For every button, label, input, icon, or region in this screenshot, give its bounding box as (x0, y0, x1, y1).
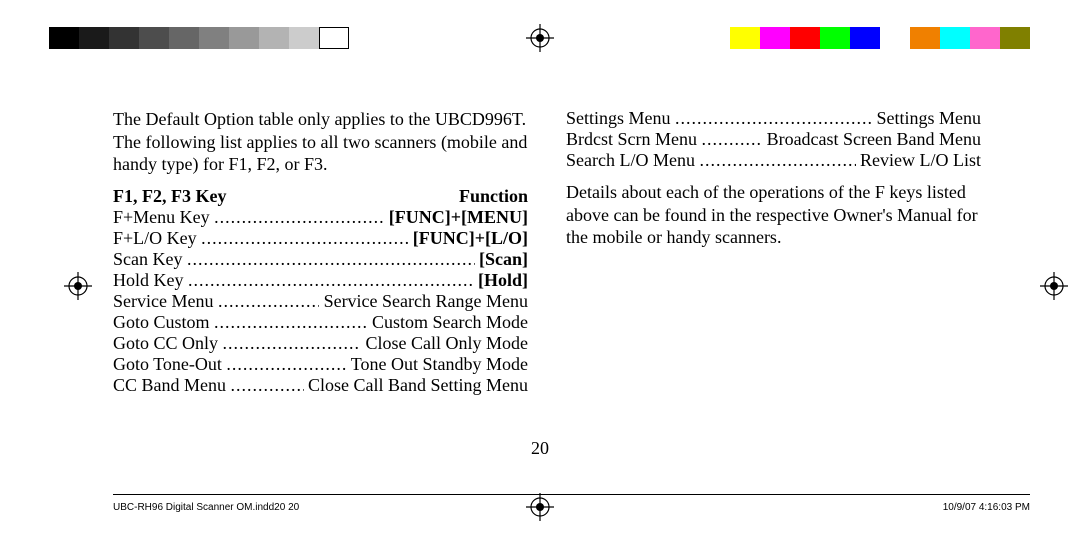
key-label: Goto Tone-Out (113, 354, 226, 375)
leader-dots (201, 228, 408, 249)
swatch (199, 27, 229, 49)
function-value: [Hold] (473, 270, 528, 291)
key-label: F+Menu Key (113, 207, 214, 228)
swatch (49, 27, 79, 49)
swatch (940, 27, 970, 49)
leader-dots (187, 249, 475, 270)
greyscale-calibration-bar (49, 27, 349, 49)
leader-dots (699, 150, 855, 171)
footer: UBC-RH96 Digital Scanner OM.indd20 20 10… (113, 502, 1030, 513)
key-label: Goto CC Only (113, 333, 223, 354)
color-calibration-bar (730, 27, 1030, 49)
heading-right: Function (459, 186, 528, 207)
leader-dots (226, 354, 346, 375)
key-label: F+L/O Key (113, 228, 201, 249)
function-value: Settings Menu (872, 108, 981, 129)
leader-dots (214, 312, 368, 333)
key-label: Hold Key (113, 270, 188, 291)
table-row: Hold Key [Hold] (113, 270, 528, 291)
key-function-list-right: Settings Menu Settings MenuBrdcst Scrn M… (566, 108, 981, 171)
key-function-list-left: F+Menu Key [FUNC]+[MENU]F+L/O Key [FUNC]… (113, 207, 528, 396)
function-value: [FUNC]+[L/O] (408, 228, 528, 249)
key-label: Service Menu (113, 291, 218, 312)
key-label: Search L/O Menu (566, 150, 699, 171)
leader-dots (231, 375, 304, 396)
table-row: F+L/O Key [FUNC]+[L/O] (113, 228, 528, 249)
table-row: Scan Key [Scan] (113, 249, 528, 270)
function-value: Broadcast Screen Band Menu (762, 129, 981, 150)
swatch (109, 27, 139, 49)
registration-mark-icon (526, 24, 554, 52)
function-value: Service Search Range Menu (319, 291, 528, 312)
swatch (820, 27, 850, 49)
table-row: F+Menu Key [FUNC]+[MENU] (113, 207, 528, 228)
swatch (1000, 27, 1030, 49)
function-value: [FUNC]+[MENU] (384, 207, 528, 228)
swatch (139, 27, 169, 49)
swatch (730, 27, 760, 49)
key-label: Goto Custom (113, 312, 214, 333)
details-paragraph: Details about each of the operations of … (566, 181, 981, 249)
right-column: Settings Menu Settings MenuBrdcst Scrn M… (566, 108, 981, 396)
leader-dots (218, 291, 319, 312)
leader-dots (223, 333, 361, 354)
table-row: Goto CC Only Close Call Only Mode (113, 333, 528, 354)
leader-dots (188, 270, 473, 291)
function-value: Tone Out Standby Mode (346, 354, 528, 375)
swatch (880, 27, 910, 49)
table-row: Brdcst Scrn Menu Broadcast Screen Band M… (566, 129, 981, 150)
table-row: CC Band Menu Close Call Band Setting Men… (113, 375, 528, 396)
footer-divider (113, 494, 1030, 495)
swatch (319, 27, 349, 49)
function-value: [Scan] (475, 249, 529, 270)
leader-dots (701, 129, 762, 150)
function-value: Close Call Only Mode (361, 333, 528, 354)
swatch (760, 27, 790, 49)
leader-dots (675, 108, 872, 129)
table-row: Goto Tone-Out Tone Out Standby Mode (113, 354, 528, 375)
left-column: The Default Option table only applies to… (113, 108, 528, 396)
swatch (850, 27, 880, 49)
swatch (910, 27, 940, 49)
function-value: Close Call Band Setting Menu (304, 375, 529, 396)
heading-left: F1, F2, F3 Key (113, 186, 226, 207)
swatch (970, 27, 1000, 49)
key-label: Brdcst Scrn Menu (566, 129, 701, 150)
table-row: Goto Custom Custom Search Mode (113, 312, 528, 333)
registration-mark-icon (1040, 272, 1068, 300)
table-heading: F1, F2, F3 Key Function (113, 186, 528, 207)
footer-timestamp: 10/9/07 4:16:03 PM (943, 502, 1030, 513)
swatch (169, 27, 199, 49)
page-root: The Default Option table only applies to… (0, 0, 1080, 537)
table-row: Settings Menu Settings Menu (566, 108, 981, 129)
swatch (289, 27, 319, 49)
key-label: Settings Menu (566, 108, 675, 129)
swatch (790, 27, 820, 49)
swatch (229, 27, 259, 49)
function-value: Review L/O List (856, 150, 981, 171)
swatch (79, 27, 109, 49)
key-label: Scan Key (113, 249, 187, 270)
function-value: Custom Search Mode (368, 312, 528, 333)
swatch (259, 27, 289, 49)
page-number: 20 (0, 438, 1080, 459)
table-row: Service Menu Service Search Range Menu (113, 291, 528, 312)
key-label: CC Band Menu (113, 375, 231, 396)
intro-paragraph: The Default Option table only applies to… (113, 108, 528, 176)
footer-file-info: UBC-RH96 Digital Scanner OM.indd20 20 (113, 502, 299, 513)
registration-mark-icon (64, 272, 92, 300)
leader-dots (214, 207, 384, 228)
table-row: Search L/O Menu Review L/O List (566, 150, 981, 171)
